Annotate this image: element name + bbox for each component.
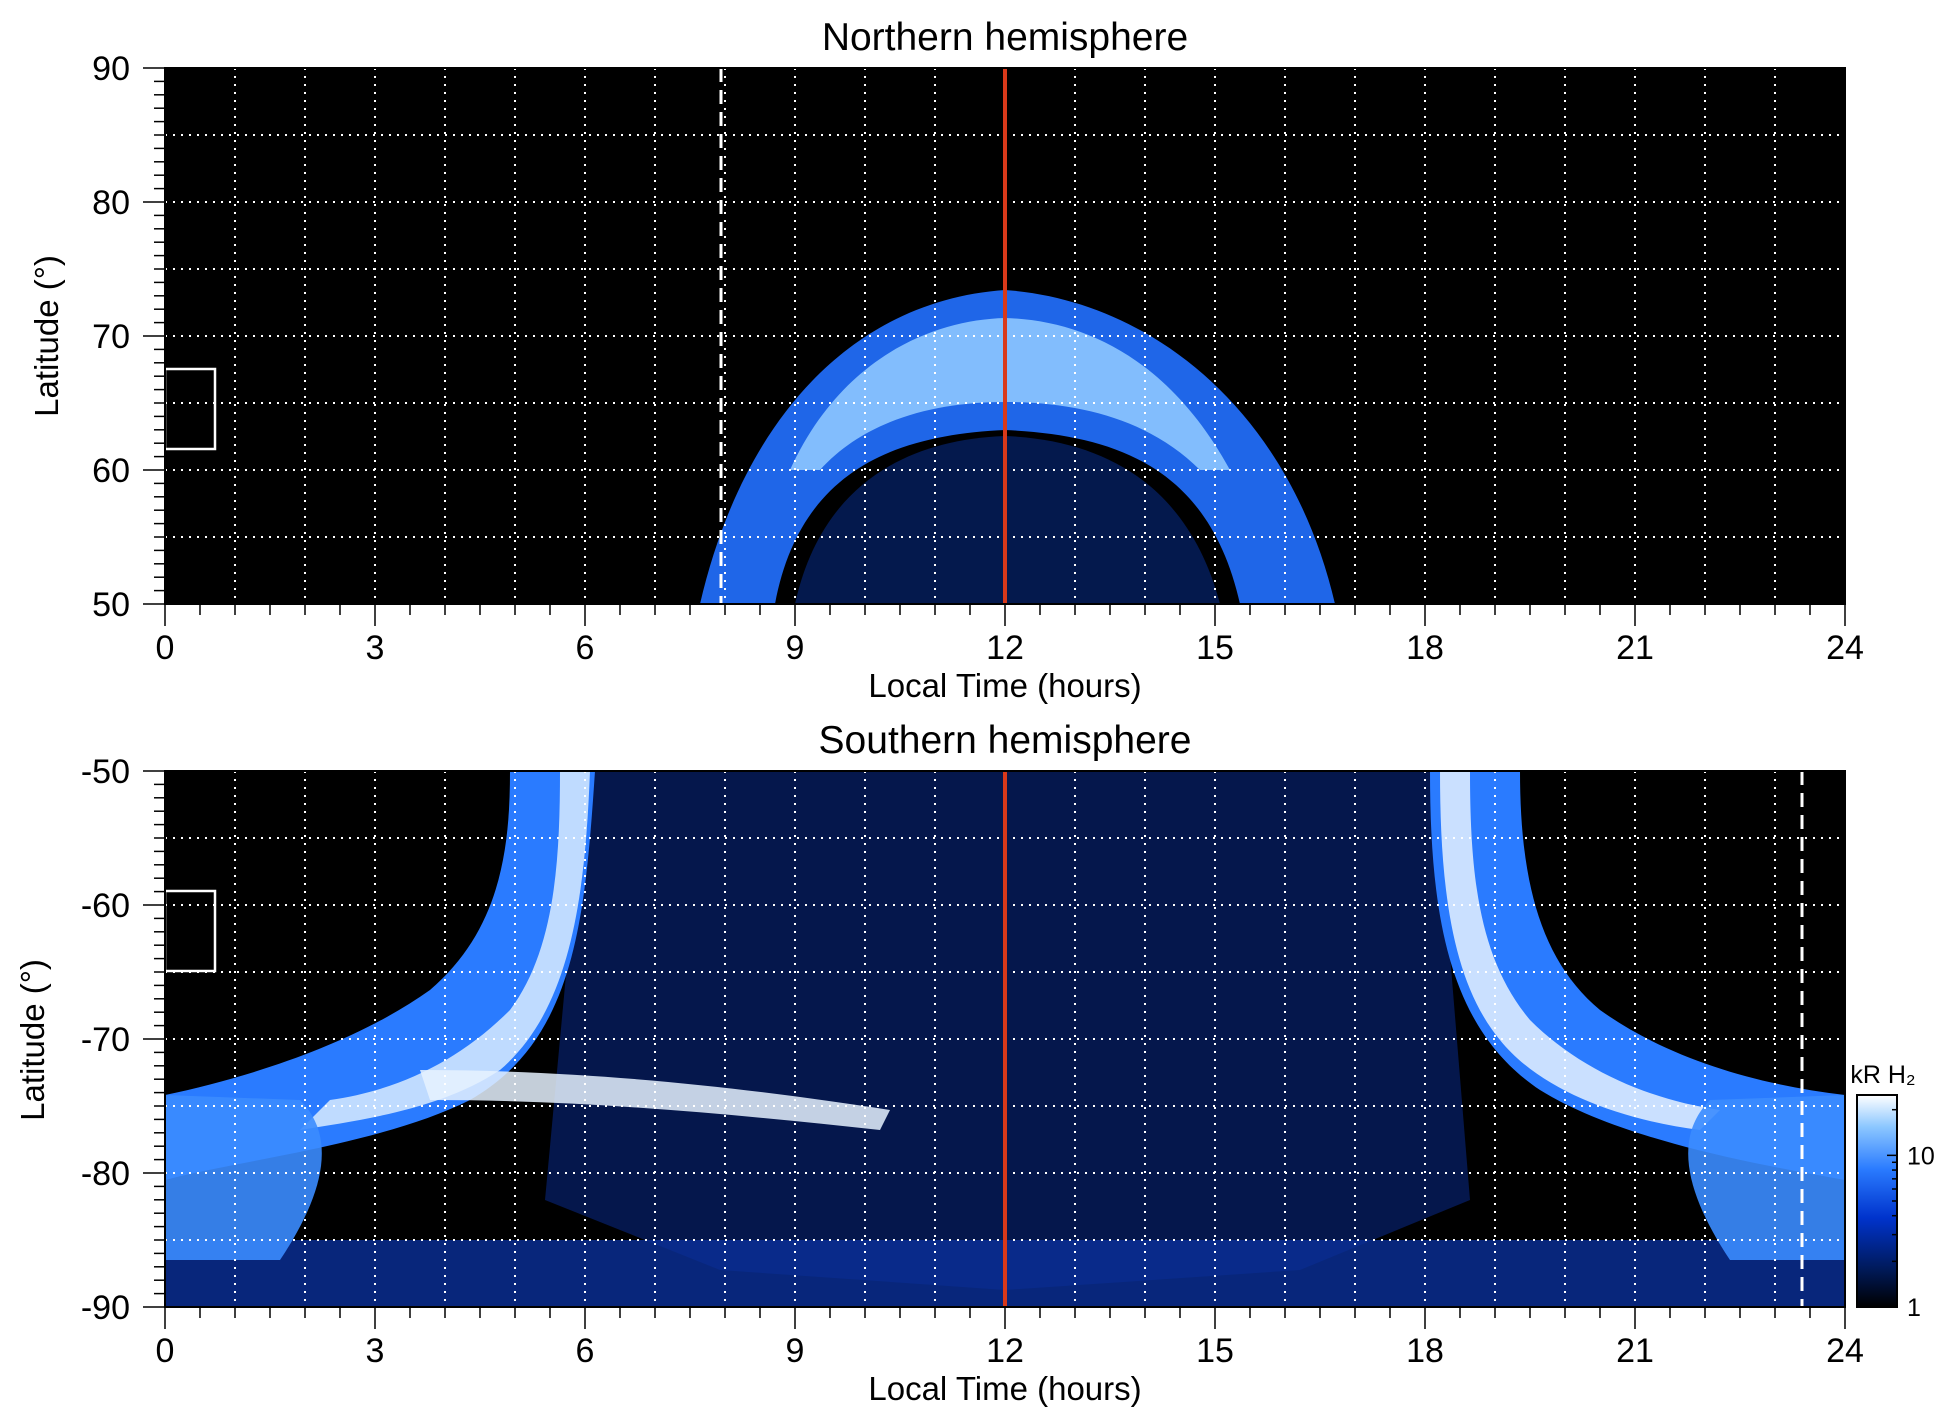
colorbar: kR H₂ 1 10 [1850, 1061, 1934, 1322]
northern-panel: Northern hemisphere 0 3 6 9 12 15 18 21 24 50 60 70… [28, 16, 1864, 704]
southern-oval-dusk-bright [1440, 771, 1720, 1130]
x-tick-label: 21 [1616, 629, 1654, 667]
colorbar-tick-label: 1 [1907, 1294, 1921, 1322]
southern-axes: 0 3 6 9 12 15 18 21 24 -90 -80 -70 -60 -50 [81, 753, 1864, 1370]
y-tick-label: -70 [81, 1021, 130, 1059]
colorbar-gradient [1856, 1094, 1898, 1308]
northern-oval-inner-dim [795, 436, 1220, 604]
x-tick-label: 0 [156, 629, 175, 667]
southern-oval-dawn-bright [300, 771, 590, 1130]
y-tick-label: 60 [92, 452, 130, 490]
southern-night-cap [165, 1095, 322, 1260]
y-tick-label: -50 [81, 753, 130, 791]
x-tick-label: 3 [366, 1332, 385, 1370]
x-tick-label: 6 [576, 629, 595, 667]
x-tick-label: 18 [1406, 629, 1444, 667]
x-tick-label: 18 [1406, 1332, 1444, 1370]
northern-title: Northern hemisphere [822, 16, 1188, 59]
southern-title: Southern hemisphere [819, 719, 1192, 762]
x-tick-label: 15 [1196, 629, 1234, 667]
x-tick-label: 15 [1196, 1332, 1234, 1370]
southern-inner-noise-region [545, 771, 1470, 1290]
southern-intensity-map [165, 771, 1845, 1307]
colorbar-tick-label: 10 [1907, 1142, 1935, 1170]
colorbar-ticks: 1 10 [1887, 1108, 1935, 1322]
x-tick-label: 24 [1826, 1332, 1864, 1370]
y-tick-label: -80 [81, 1155, 130, 1193]
x-tick-label: 21 [1616, 1332, 1654, 1370]
southern-xlabel: Local Time (hours) [868, 1370, 1141, 1407]
x-tick-label: 12 [986, 629, 1024, 667]
northern-oval-bright [790, 318, 1230, 470]
y-tick-label: 50 [92, 586, 130, 624]
northern-xlabel: Local Time (hours) [868, 667, 1141, 704]
southern-ylabel: Latitude (°) [14, 959, 51, 1121]
x-tick-label: 9 [786, 1332, 805, 1370]
northern-oval-outer-glow [700, 290, 1335, 604]
northern-ylabel: Latitude (°) [28, 255, 65, 417]
x-tick-label: 6 [576, 1332, 595, 1370]
northern-intensity-map [700, 290, 1335, 604]
southern-panel: Southern hemisphere 0 3 6 9 12 15 18 21 24 -90 -80… [14, 719, 1864, 1407]
northern-axes: 0 3 6 9 12 15 18 21 24 50 60 70 80 90 [92, 50, 1864, 667]
x-tick-label: 9 [786, 629, 805, 667]
y-tick-label: 90 [92, 50, 130, 88]
y-tick-label: 70 [92, 318, 130, 356]
x-tick-label: 24 [1826, 629, 1864, 667]
southern-night-cap-dusk [1688, 1095, 1845, 1260]
y-tick-label: -90 [81, 1289, 130, 1327]
x-tick-label: 0 [156, 1332, 175, 1370]
x-tick-label: 12 [986, 1332, 1024, 1370]
y-tick-label: -60 [81, 887, 130, 925]
southern-oval-dusk [1430, 771, 1845, 1180]
colorbar-label: kR H₂ [1850, 1061, 1915, 1089]
x-tick-label: 3 [366, 629, 385, 667]
y-tick-label: 80 [92, 184, 130, 222]
